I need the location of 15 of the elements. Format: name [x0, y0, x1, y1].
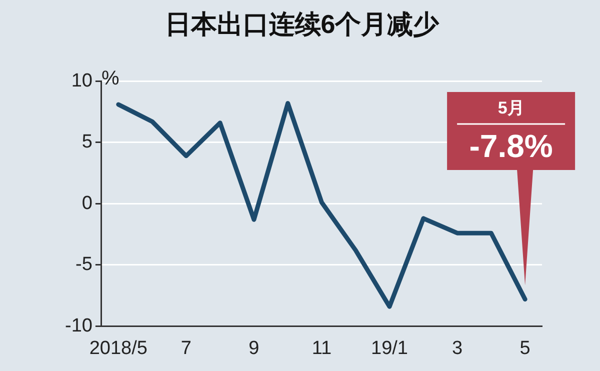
annotation: 5月 -7.8%: [469, 98, 553, 164]
y-axis-title: %: [101, 68, 120, 90]
x-tick-label: 7: [180, 338, 192, 359]
x-tick-label: 3: [452, 338, 463, 359]
y-tick-label: -10: [64, 315, 92, 336]
y-tick-label: -5: [76, 254, 92, 276]
y-tick-label: 0: [82, 192, 92, 214]
y-tick-label: 10: [71, 70, 92, 92]
x-tick-label: 2018/5: [89, 338, 148, 359]
x-tick-label: 5: [520, 338, 530, 359]
chart-title: 日本出口连续6个月减少: [164, 8, 440, 39]
x-tick-label: 11: [312, 338, 332, 359]
y-tick-label: 5: [82, 132, 92, 153]
x-tick-label: 9: [248, 338, 260, 359]
x-tick-label: 19/1: [371, 338, 408, 359]
